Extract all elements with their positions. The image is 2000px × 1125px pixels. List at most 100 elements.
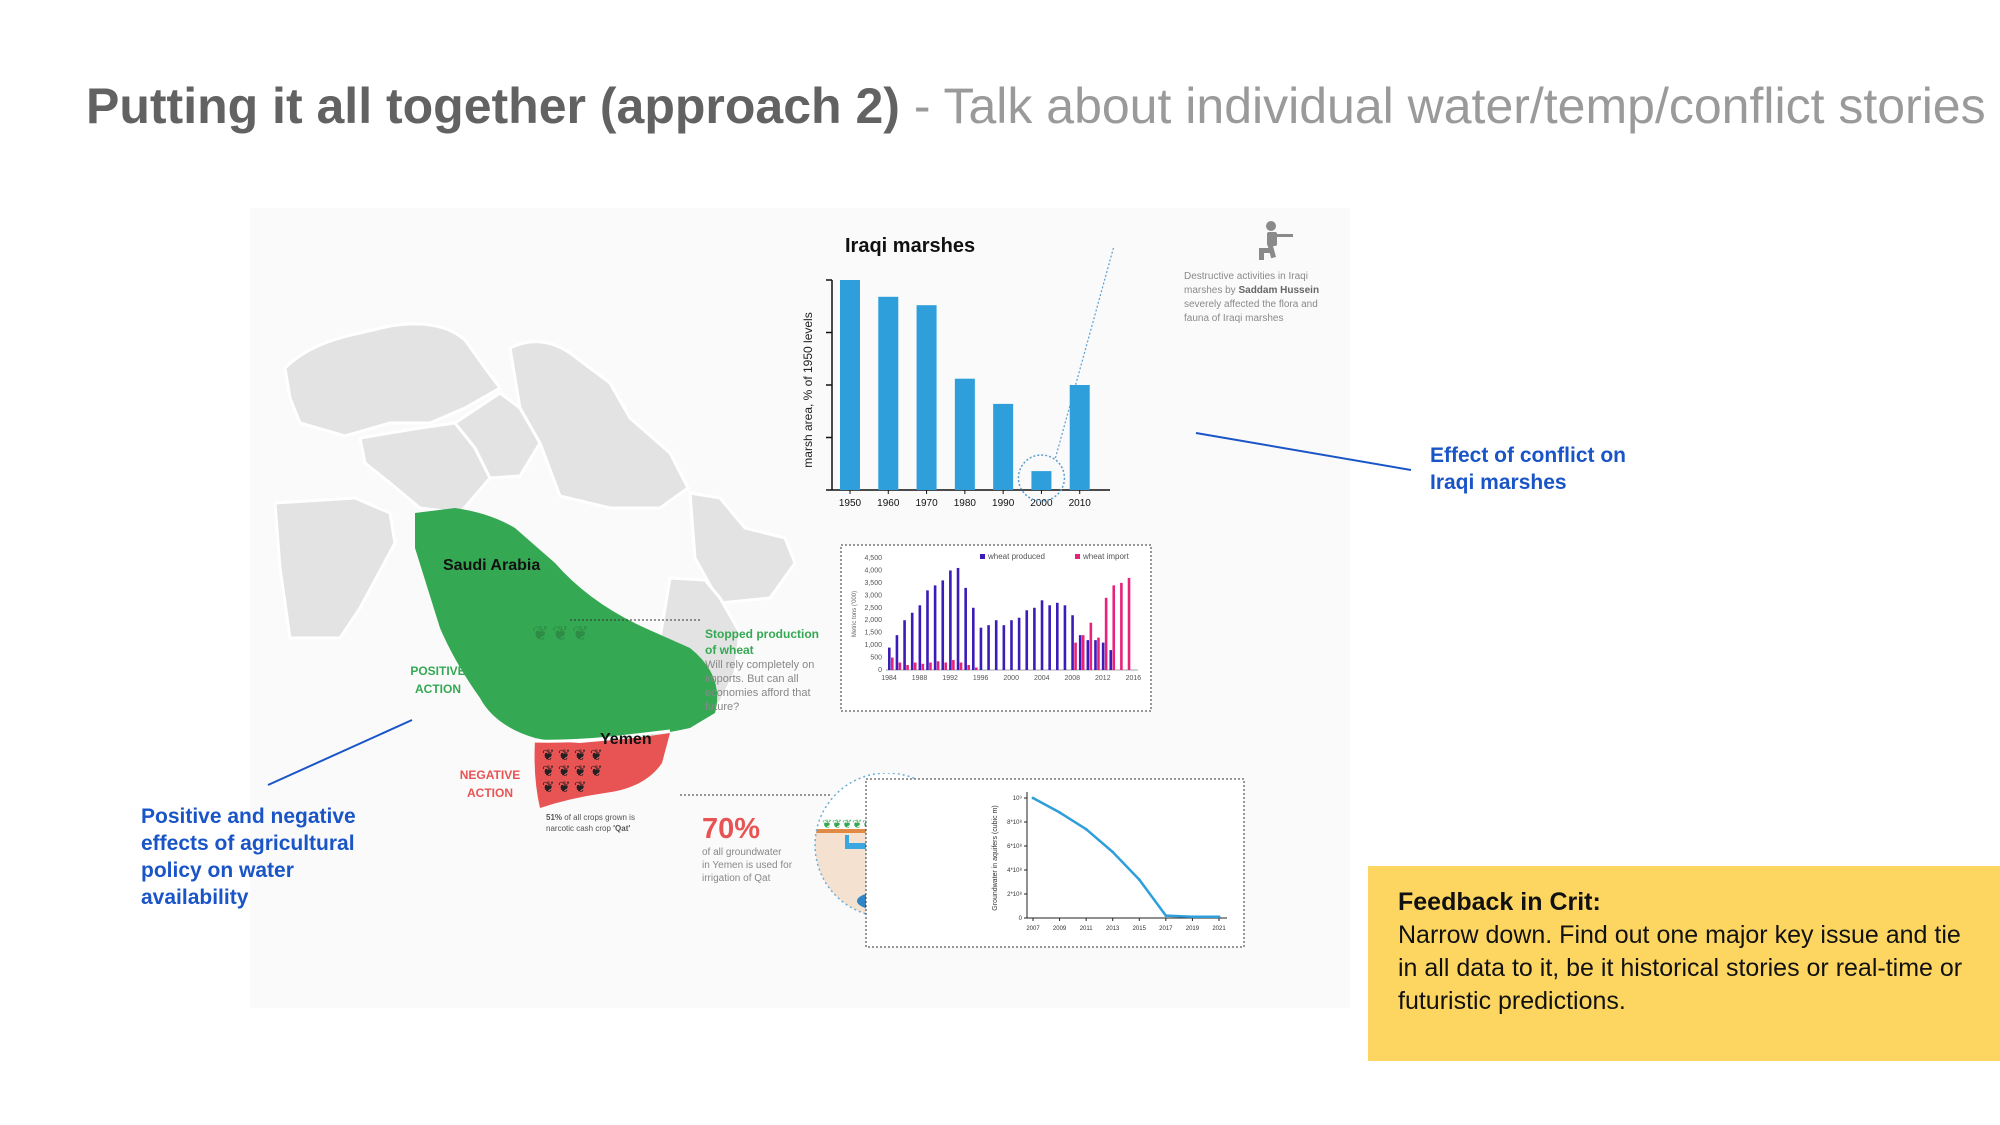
wheat-bar-produced	[1078, 635, 1082, 670]
qat-note-crop: 'Qat'	[613, 824, 631, 833]
svg-text:NEGATIVE: NEGATIVE	[460, 768, 520, 782]
wheat-bar-import	[891, 657, 894, 670]
marsh-tick-label: 1980	[954, 498, 977, 509]
svg-text:❦: ❦	[574, 763, 587, 780]
wheat-bar-produced	[987, 625, 990, 670]
wheat-bar-import	[967, 665, 970, 670]
qat-note-percent: 51%	[546, 813, 563, 822]
wheat-icon-group: ❦ ❦ ❦	[532, 623, 589, 645]
wheat-bar-produced	[994, 620, 998, 670]
qat-icon-group: ❦ ❦ ❦ ❦ ❦ ❦ ❦ ❦ ❦ ❦ ❦	[542, 747, 603, 796]
slide-title-main: Putting it all together (approach 2)	[86, 78, 900, 134]
marsh-bar-1970	[916, 305, 937, 490]
marsh-chart-title: Iraqi marshes	[845, 235, 975, 257]
marsh-bar-1960	[878, 296, 899, 490]
wheat-bar-produced	[1071, 615, 1074, 670]
marsh-highlight-circle	[1017, 454, 1066, 502]
wheat-note-body-line: future?	[705, 701, 740, 713]
svg-text:❦: ❦	[574, 779, 587, 796]
wheat-bar-produced	[1086, 640, 1090, 670]
marsh-tick-label: 2010	[1069, 498, 1092, 509]
gw-y-tick-label: 4*10⁸	[1007, 867, 1022, 874]
wheat-x-tick-label: 2012	[1095, 675, 1111, 682]
svg-text:❦: ❦	[542, 779, 555, 796]
gw-point	[1137, 878, 1141, 881]
wheat-bar-import	[1120, 582, 1123, 670]
marsh-bar-2000	[1031, 471, 1052, 490]
wheat-bar-import	[1127, 577, 1131, 670]
qat-note-line: narcotic cash crop	[546, 824, 614, 833]
gw-x-tick-label: 2019	[1186, 926, 1200, 932]
marsh-tick-label: 1960	[877, 498, 900, 509]
gw-point	[1191, 915, 1194, 919]
wheat-bar-produced	[895, 635, 899, 670]
conflict-note: Destructive activities in Iraqi marshes …	[1184, 271, 1320, 324]
wheat-bar-produced	[933, 585, 937, 670]
slide-title: Putting it all together (approach 2) - T…	[86, 76, 1986, 136]
wheat-icon: ❦	[552, 623, 569, 645]
wheat-legend-label: wheat import	[1082, 552, 1130, 561]
wheat-x-tick-label: 2008	[1064, 675, 1080, 682]
svg-text:❦: ❦	[558, 763, 571, 780]
wheat-x-tick-label: 1988	[912, 675, 928, 682]
conflict-note-name: Saddam Hussein	[1238, 285, 1320, 296]
groundwater-stat-line: in Yemen is used for	[702, 860, 793, 871]
wheat-bar-produced	[972, 607, 975, 670]
svg-text:❦: ❦	[590, 747, 603, 764]
marsh-bar-1990	[993, 403, 1014, 490]
groundwater-stat: 70% of all groundwater in Yemen is used …	[702, 812, 812, 885]
wheat-bar-produced	[1017, 617, 1021, 670]
conflict-annotation: Effect of conflict on Iraqi marshes	[1430, 444, 1626, 494]
wheat-x-tick-label: 1996	[973, 675, 989, 682]
marsh-tick-label: 2000	[1030, 498, 1053, 509]
wheat-bar-produced	[1010, 620, 1013, 670]
marsh-tick-label: 1950	[839, 498, 862, 509]
gw-x-tick-label: 2013	[1106, 926, 1120, 932]
marsh-tick-label: 1970	[915, 498, 938, 509]
wheat-bar-produced	[918, 605, 922, 670]
feedback-box: Feedback in Crit: Narrow down. Find out …	[1368, 866, 2000, 1061]
wheat-bar-produced	[1094, 640, 1097, 670]
wheat-note-body-line: economies afford that	[705, 687, 811, 699]
wheat-bar-produced	[926, 590, 929, 670]
slide-title-sub: - Talk about individual water/temp/confl…	[899, 78, 1986, 134]
wheat-icon: ❦	[532, 623, 549, 645]
wheat-bar-produced	[941, 580, 945, 670]
gw-y-tick-label: 8*10⁸	[1007, 819, 1022, 826]
wheat-note-body-line: imports. But can all	[705, 673, 799, 685]
wheat-bar-import	[952, 660, 955, 670]
svg-text:❦: ❦	[558, 747, 571, 764]
wheat-y-tick-label: 3,000	[864, 592, 882, 599]
gw-x-tick-label: 2011	[1080, 926, 1094, 932]
gw-point	[1084, 827, 1088, 831]
qat-note: 51% of all crops grown is narcotic cash …	[546, 812, 676, 834]
wheat-bar-produced	[1002, 625, 1006, 670]
svg-text:❦: ❦	[542, 763, 555, 780]
svg-text:❦: ❦	[574, 747, 587, 764]
gw-point	[1164, 914, 1168, 917]
feedback-body: Narrow down. Find out one major key issu…	[1398, 921, 1963, 1015]
gw-y-tick-label: 10⁹	[1013, 795, 1023, 802]
wheat-legend-swatch	[980, 554, 985, 559]
wheat-icon: ❦	[572, 623, 589, 645]
gw-x-tick-label: 2009	[1053, 926, 1067, 932]
soldier-icon	[1259, 221, 1293, 260]
marsh-bar-1950	[840, 280, 860, 490]
wheat-bar-import	[975, 667, 978, 670]
wheat-x-tick-label: 2004	[1034, 675, 1050, 682]
wheat-bar-import	[944, 662, 948, 670]
groundwater-stat-line: of all groundwater	[702, 847, 782, 858]
groundwater-stat-line: irrigation of Qat	[702, 873, 771, 884]
wheat-bar-import	[936, 661, 940, 670]
wheat-note-title-line: Stopped production	[705, 627, 819, 641]
wheat-bar-import	[913, 662, 917, 670]
feedback-heading: Feedback in Crit:	[1398, 888, 1601, 916]
gw-point	[1217, 915, 1221, 919]
groundwater-chart: Groundwater in aquifers (cubic m) 0 2*10⁸…	[865, 778, 1245, 948]
svg-text:❦: ❦	[558, 779, 571, 796]
marsh-bar-1980	[954, 378, 975, 490]
saudi-arabia-label: Saudi Arabia	[443, 557, 540, 574]
wheat-bar-produced	[1040, 600, 1044, 670]
wheat-y-tick-label: 3,500	[864, 580, 882, 587]
